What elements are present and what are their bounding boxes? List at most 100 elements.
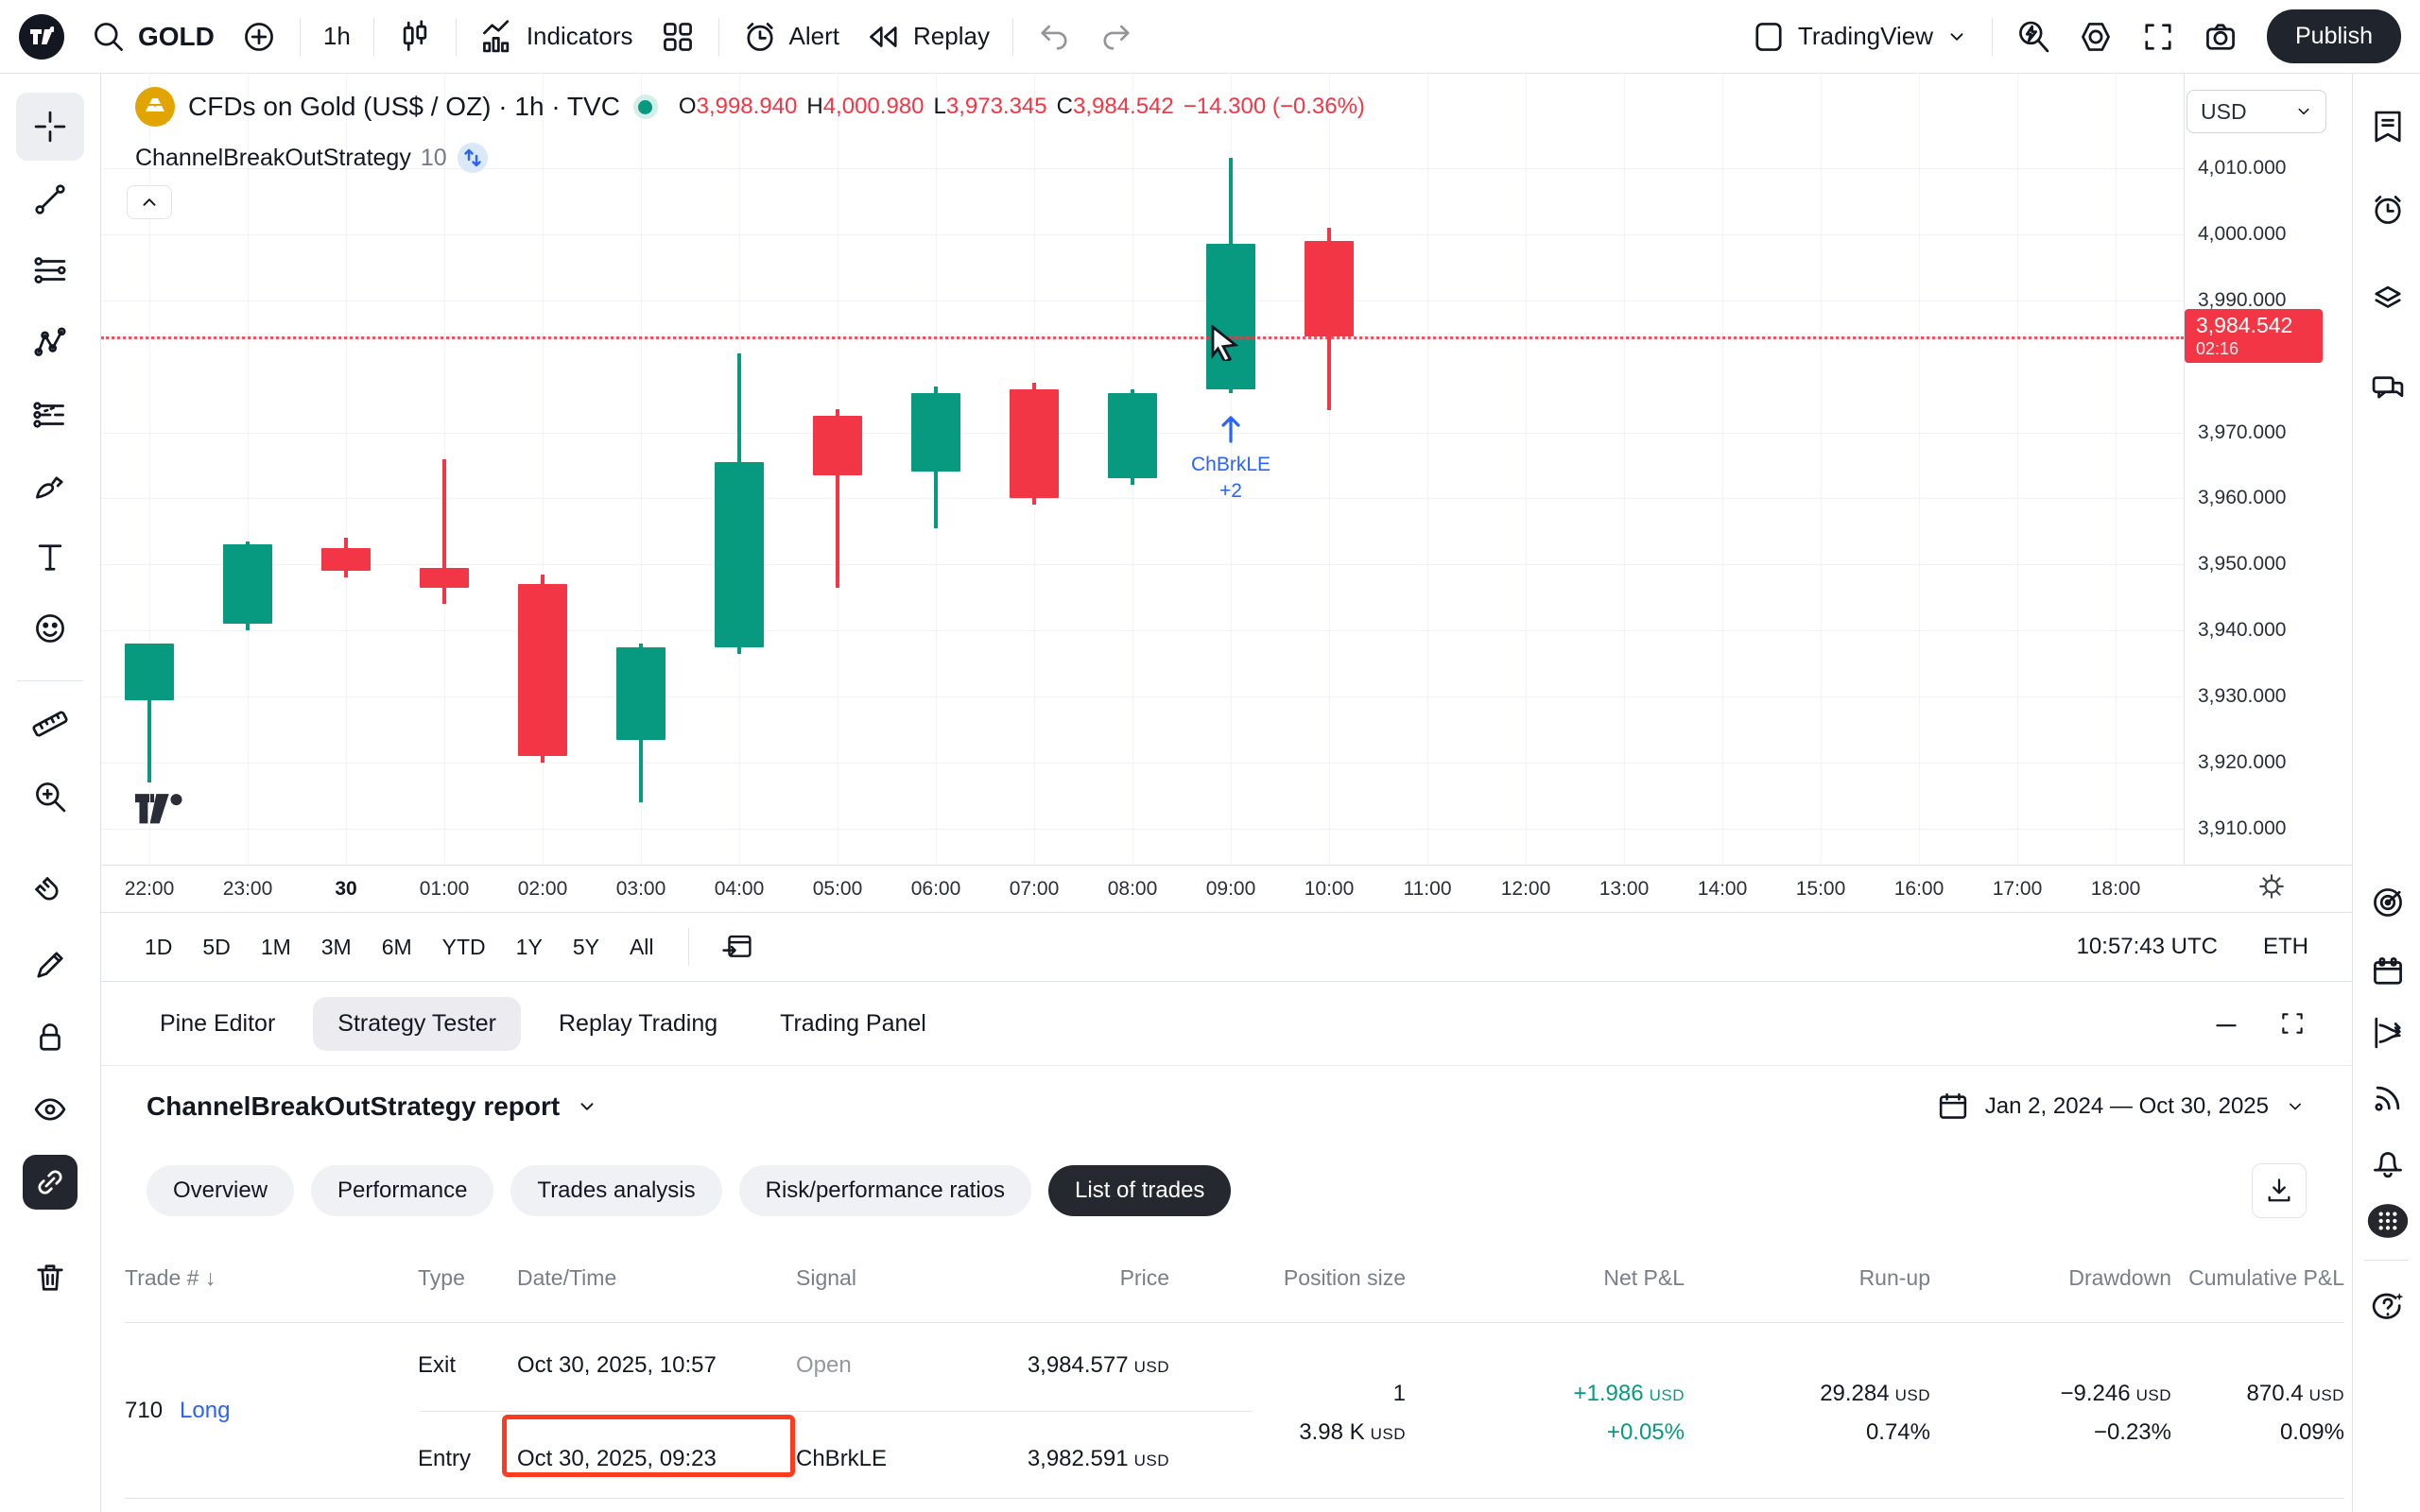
column-header-trade-[interactable]: Trade # ↓ [125,1265,216,1290]
column-header-cumulative-p-l[interactable]: Cumulative P&L [2188,1265,2344,1290]
zoom-in-tool[interactable] [22,768,78,825]
sync-drawings-tool[interactable] [23,1155,78,1210]
gridline-horizontal [101,763,2184,765]
range-button-6m[interactable]: 6M [381,934,412,959]
undo-button[interactable] [1023,9,1085,64]
currency-dropdown[interactable]: USD [2187,90,2326,133]
column-header-position-size[interactable]: Position size [1283,1265,1406,1290]
object-tree-button[interactable] [2367,277,2409,318]
maximize-panel-icon[interactable] [2278,1009,2307,1038]
drawing-mode-tool[interactable] [22,936,78,993]
column-header-net-p-l[interactable]: Net P&L [1603,1265,1685,1290]
column-header-signal[interactable]: Signal [796,1265,856,1290]
tradingview-logo[interactable] [19,13,64,60]
redo-button[interactable] [1085,9,1148,64]
report-tab-overview[interactable]: Overview [147,1165,295,1216]
chart-style-button[interactable] [384,9,446,64]
chart-pane: CFDs on Gold (US$ / OZ) · 1h · TVC O3,99… [101,74,2352,1512]
date-range-picker[interactable]: Jan 2, 2024 — Oct 30, 2025 [1936,1090,2307,1124]
strategy-name[interactable]: ChannelBreakOutStrategy [135,144,411,171]
report-tab-performance[interactable]: Performance [311,1165,494,1216]
replay-label: Replay [913,22,990,50]
emoji-tool[interactable] [22,600,78,657]
prediction-tool[interactable] [22,387,78,443]
strategy-navigate-icon[interactable] [457,142,489,174]
column-header-date-time[interactable]: Date/Time [517,1265,617,1290]
remove-drawings-tool[interactable] [22,1249,78,1306]
minimize-panel-icon[interactable] [2212,1009,2240,1038]
goto-date-button[interactable] [708,921,767,972]
camera-icon [2206,23,2235,50]
brush-tool[interactable] [22,457,78,514]
text-tool[interactable] [22,529,78,586]
price-axis[interactable]: USD 4,010.000 4,000.000 3,990.000 3,970.000… [2184,74,2352,865]
report-title-button[interactable]: ChannelBreakOutStrategy report [147,1091,599,1122]
panel-tab-trading-panel[interactable]: Trading Panel [780,1009,926,1037]
trend-line-tool[interactable] [22,171,78,228]
watchlist-details-button[interactable] [2367,106,2409,147]
net-pnl-cell: +1.986 USD +0.05% [1573,1381,1685,1445]
gear-icon [2082,22,2110,51]
range-button-5d[interactable]: 5D [202,934,231,959]
layout-select-button[interactable]: TradingView [1737,9,1982,64]
indicators-button[interactable]: Indicators [466,9,647,64]
magnet-tool[interactable] [22,864,78,920]
chart-plot-area[interactable]: CFDs on Gold (US$ / OZ) · 1h · TVC O3,99… [101,74,2184,865]
session-label[interactable]: ETH [2263,934,2308,959]
settings-button[interactable] [2065,9,2127,64]
export-report-button[interactable] [2252,1163,2307,1218]
candle [125,644,174,700]
symbol-title[interactable]: CFDs on Gold (US$ / OZ) · 1h · TVC [188,92,620,121]
clock[interactable]: 10:57:43 UTC [2076,934,2218,959]
column-header-run-up[interactable]: Run-up [1858,1265,1930,1290]
trading-connections-button[interactable] [2367,1012,2409,1054]
table-row[interactable]: 710 Long Exit Entry Oct 30, 2025, 10:57 … [125,1323,2344,1499]
report-tab-risk-performance-ratios[interactable]: Risk/performance ratios [738,1165,1032,1216]
indicator-templates-button[interactable] [647,9,709,64]
pattern-tool[interactable] [22,315,78,371]
screener-radar-button[interactable] [2367,882,2409,923]
time-axis[interactable]: 22:00 23:00 30 01:00 02:00 03:00 04:00 05:00 06:… [101,865,2352,912]
panel-tab-replay-trading[interactable]: Replay Trading [558,1009,718,1037]
range-button-5y[interactable]: 5Y [572,934,599,959]
range-button-all[interactable]: All [629,934,654,959]
panel-tab-strategy-tester[interactable]: Strategy Tester [313,996,521,1051]
more-apps-button[interactable] [2367,1200,2409,1242]
alert-button[interactable]: Alert [729,9,853,64]
chat-button[interactable] [2367,369,2409,410]
fib-retracement-tool[interactable] [22,242,78,299]
fullscreen-button[interactable] [2127,9,2189,64]
ideas-stream-button[interactable] [2367,1077,2409,1119]
column-header-price[interactable]: Price [1119,1265,1169,1290]
publish-button[interactable]: Publish [2267,9,2401,63]
legend-collapse-button[interactable] [127,185,172,219]
screenshot-button[interactable] [2189,9,2252,64]
lock-drawings-tool[interactable] [22,1009,78,1066]
crosshair-tool[interactable] [16,93,84,161]
market-status-icon[interactable] [632,94,658,119]
column-header-type[interactable]: Type [418,1265,465,1290]
range-button-1m[interactable]: 1M [260,934,291,959]
trade-direction-link[interactable]: Long [180,1397,231,1423]
report-tab-list-of-trades[interactable]: List of trades [1048,1165,1232,1216]
notifications-button[interactable] [2367,1142,2409,1183]
economic-calendar-button[interactable] [2367,951,2409,992]
symbol-search-button[interactable]: GOLD [78,9,228,64]
report-tab-trades-analysis[interactable]: Trades analysis [510,1165,722,1216]
range-button-ytd[interactable]: YTD [441,934,486,959]
help-button[interactable] [2367,1286,2409,1328]
range-button-1d[interactable]: 1D [145,934,173,959]
range-button-1y[interactable]: 1Y [515,934,543,959]
column-header-drawdown[interactable]: Drawdown [2068,1265,2171,1290]
hide-drawings-tool[interactable] [22,1081,78,1138]
position-size-cell: 1 3.98 K USD [1299,1381,1406,1445]
replay-button[interactable]: Replay [853,9,1003,64]
range-button-3m[interactable]: 3M [320,934,352,959]
quick-search-button[interactable] [2002,9,2065,64]
panel-tab-pine-editor[interactable]: Pine Editor [160,1009,276,1037]
measure-tool[interactable] [22,696,78,752]
interval-button[interactable]: 1h [310,12,364,60]
alerts-panel-button[interactable] [2367,189,2409,231]
timezone-settings-icon[interactable] [2257,872,2286,901]
compare-add-symbol-button[interactable] [228,9,290,64]
